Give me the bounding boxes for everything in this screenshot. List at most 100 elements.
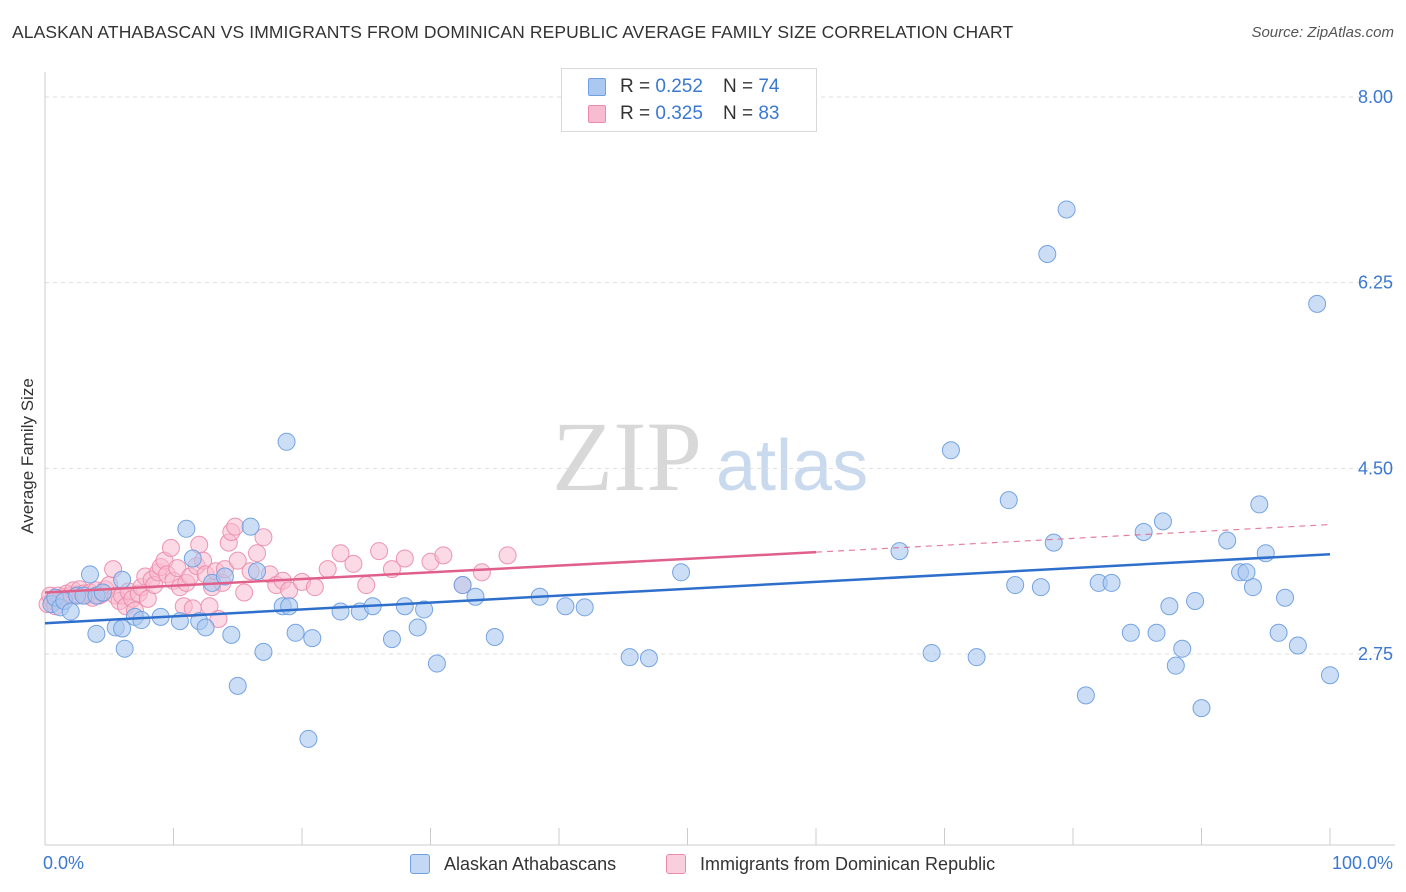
watermark-zip: ZIP — [552, 401, 702, 512]
data-point-athabascan — [1031, 578, 1050, 597]
data-point-athabascan — [299, 729, 318, 748]
data-point-athabascan — [183, 549, 202, 568]
chart-title: ALASKAN ATHABASCAN VS IMMIGRANTS FROM DO… — [12, 22, 1014, 42]
trend-line-dominican — [44, 550, 817, 594]
data-point-athabascan — [1102, 573, 1121, 592]
data-point-athabascan — [277, 432, 296, 451]
data-point-athabascan — [1153, 512, 1172, 531]
data-point-athabascan — [1192, 699, 1211, 718]
data-point-athabascan — [556, 597, 575, 616]
data-point-dominican — [305, 578, 324, 597]
source-label: Source: ZipAtlas.com — [1251, 24, 1394, 41]
trend-line-athabascan — [44, 553, 1331, 625]
data-point-athabascan — [1076, 686, 1095, 705]
legend-n-value: 83 — [758, 103, 780, 124]
data-point-athabascan — [890, 542, 909, 561]
data-point-dominican — [254, 528, 273, 547]
data-point-dominican — [344, 554, 363, 573]
tick-labels: 2.75 4.50 6.25 8.00 0.0% 100.0% — [43, 87, 1393, 873]
data-point-athabascan — [453, 576, 472, 595]
data-point-athabascan — [395, 597, 414, 616]
bottom-legend-label: Immigrants from Dominican Republic — [700, 853, 996, 874]
data-point-athabascan — [241, 517, 260, 536]
data-point-athabascan — [286, 623, 305, 642]
x-tick-label: 0.0% — [43, 853, 84, 873]
data-point-dominican — [395, 549, 414, 568]
data-point-athabascan — [1276, 588, 1295, 607]
bottom-legend-label: Alaskan Athabascans — [444, 853, 617, 874]
data-point-athabascan — [1288, 636, 1307, 655]
data-point-athabascan — [228, 676, 247, 695]
legend-row-dominican: R = 0.325 N = 83 — [588, 102, 779, 126]
data-point-athabascan — [427, 654, 446, 673]
legend-r-label: R = — [620, 103, 651, 124]
data-point-athabascan — [922, 643, 941, 662]
data-point-athabascan — [248, 562, 267, 581]
data-point-athabascan — [967, 648, 986, 667]
data-point-athabascan — [1173, 639, 1192, 658]
watermark-atlas: atlas — [716, 426, 868, 506]
data-point-athabascan — [93, 583, 112, 602]
bottom-legend-swatch-blue — [410, 854, 430, 874]
legend-n-value: 74 — [758, 76, 780, 97]
data-point-dominican — [248, 544, 267, 563]
data-point-dominican — [498, 546, 517, 565]
data-point-athabascan — [303, 629, 322, 648]
data-point-athabascan — [415, 600, 434, 619]
legend-swatch-pink — [588, 105, 606, 123]
legend-r-value: 0.252 — [655, 76, 703, 97]
data-point-athabascan — [1121, 623, 1140, 642]
data-point-athabascan — [132, 611, 151, 630]
y-tick-label: 4.50 — [1358, 458, 1393, 478]
data-point-dominican — [434, 546, 453, 565]
legend-r-value: 0.325 — [655, 103, 703, 124]
legend-n-label: N = — [722, 76, 754, 97]
data-point-athabascan — [1308, 294, 1327, 313]
legend-n-label: N = — [722, 103, 754, 124]
data-point-dominican — [228, 551, 247, 570]
data-point-athabascan — [80, 565, 99, 584]
data-point-athabascan — [254, 642, 273, 661]
trend-lines — [44, 523, 1331, 625]
data-point-dominican — [472, 563, 491, 582]
x-tick-label: 100.0% — [1332, 853, 1393, 873]
data-point-athabascan — [222, 625, 241, 644]
data-point-athabascan — [485, 628, 504, 647]
data-point-athabascan — [620, 648, 639, 667]
data-point-athabascan — [177, 519, 196, 538]
data-point-athabascan — [61, 602, 80, 621]
y-tick-label: 8.00 — [1358, 87, 1393, 107]
data-point-athabascan — [1057, 200, 1076, 219]
trend-line-dominican-extension — [815, 523, 1331, 553]
data-point-athabascan — [1250, 495, 1269, 514]
data-point-athabascan — [1237, 563, 1256, 582]
data-point-athabascan — [1269, 623, 1288, 642]
data-point-athabascan — [1044, 533, 1063, 552]
bottom-legend-swatch-pink — [666, 854, 686, 874]
data-point-athabascan — [639, 649, 658, 668]
legend: R = 0.252 N = 74 R = 0.325 N = 83 — [561, 68, 817, 132]
data-point-dominican — [331, 544, 350, 563]
data-point-athabascan — [87, 624, 106, 643]
data-point-dominican — [168, 559, 187, 578]
data-point-dominican — [318, 560, 337, 579]
data-point-athabascan — [1186, 591, 1205, 610]
data-point-athabascan — [1243, 578, 1262, 597]
data-point-athabascan — [280, 597, 299, 616]
data-point-athabascan — [1166, 656, 1185, 675]
data-point-athabascan — [115, 639, 134, 658]
data-point-athabascan — [575, 598, 594, 617]
y-tick-label: 6.25 — [1358, 273, 1393, 293]
data-point-athabascan — [382, 630, 401, 649]
y-tick-label: 2.75 — [1358, 644, 1393, 664]
legend-row-athabascan: R = 0.252 N = 74 — [588, 75, 779, 99]
data-point-dominican — [357, 576, 376, 595]
data-point-athabascan — [1321, 666, 1339, 685]
data-point-athabascan — [999, 491, 1018, 510]
data-point-athabascan — [1038, 245, 1057, 264]
data-point-athabascan — [1147, 623, 1166, 642]
data-point-athabascan — [408, 618, 427, 637]
data-point-athabascan — [1134, 522, 1153, 541]
legend-swatch-blue — [588, 78, 606, 96]
